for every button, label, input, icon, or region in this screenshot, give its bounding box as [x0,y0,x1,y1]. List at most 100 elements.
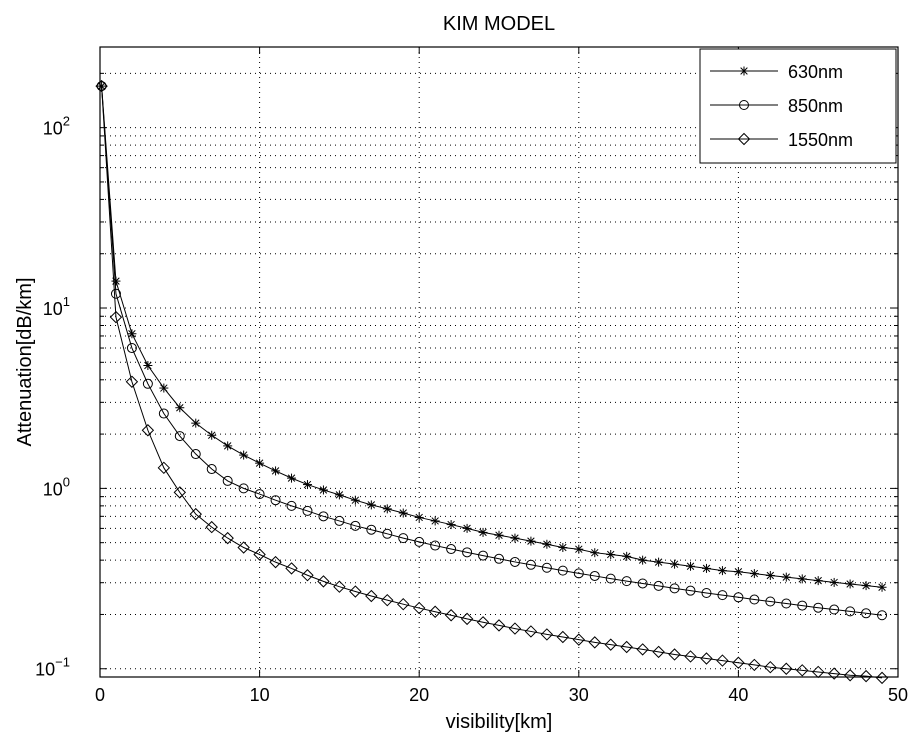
star-marker-stroke [862,581,870,590]
data-point-1550nm [173,486,187,499]
data-point-850nm [589,570,600,581]
star-marker-stroke [670,560,679,568]
data-point-630nm [191,418,201,428]
star-marker-stroke [319,486,328,494]
star-marker-stroke [495,531,503,539]
star-marker-stroke [271,467,280,475]
data-point-630nm [686,561,696,571]
data-point-850nm [669,583,680,594]
y-tick-base: 10 [43,299,63,319]
star-marker-stroke [702,564,711,573]
star-marker-stroke [686,562,695,570]
data-point-850nm [717,590,728,601]
data-point-630nm [239,450,249,460]
data-point-1550nm [524,625,538,638]
data-point-630nm [829,577,839,587]
data-point-1550nm [540,628,554,641]
data-point-850nm [573,568,584,579]
star-marker-stroke [814,576,822,585]
data-point-850nm [637,578,648,589]
data-point-630nm [654,557,664,567]
data-point-850nm [334,515,345,526]
data-point-850nm [797,600,808,611]
y-tick-base: 10 [43,119,63,139]
data-point-850nm [318,511,329,522]
chart-title: KIM MODEL [443,13,555,35]
star-marker-stroke [782,573,791,581]
star-marker-stroke [734,568,743,576]
star-marker-stroke [543,540,551,548]
data-point-630nm [877,582,887,592]
data-point-1550nm [652,645,665,659]
legend-marker-630nm [739,66,749,76]
star-marker-stroke [367,501,376,509]
data-point-630nm [701,563,711,573]
data-point-1550nm [189,507,202,521]
data-point-850nm [350,520,361,531]
star-marker-stroke [287,474,296,482]
star-marker-stroke [638,556,647,564]
data-point-1550nm [764,660,777,674]
y-tick-label: 102 [43,114,70,139]
data-point-1550nm [109,310,123,324]
star-marker-stroke [97,82,106,90]
star-marker-stroke [255,459,264,467]
data-point-850nm [525,559,536,570]
data-point-1550nm [700,652,713,665]
star-marker-stroke [415,513,423,522]
y-tick-exponent: −1 [55,655,70,670]
data-point-850nm [765,596,776,607]
star-marker-stroke [750,569,759,578]
x-tick-label: 30 [569,685,589,705]
legend-label: 1550nm [788,130,853,150]
star-marker-stroke [223,442,232,450]
data-point-1550nm [588,636,601,649]
star-marker-stroke [527,537,535,545]
data-point-1550nm [811,665,825,679]
data-point-630nm [462,523,472,533]
data-point-850nm [829,604,840,615]
star-marker-stroke [591,548,599,557]
star-marker-stroke [128,330,136,338]
data-point-850nm [158,408,169,419]
y-tick-label: 10−1 [35,655,70,680]
data-point-1550nm [636,643,649,656]
data-point-1550nm [476,616,490,629]
star-marker-stroke [559,543,567,552]
star-marker-stroke [192,419,200,427]
data-point-1550nm [365,589,378,603]
star-marker-stroke [479,528,487,537]
star-marker-stroke [654,558,663,566]
data-point-630nm [590,548,600,558]
data-point-630nm [542,539,552,549]
data-point-1550nm [221,531,234,545]
data-point-1550nm [604,638,617,651]
data-point-630nm [622,551,632,561]
star-marker-stroke [798,575,806,583]
data-point-850nm [174,431,185,442]
data-point-1550nm [732,656,745,669]
star-marker-stroke [740,67,748,75]
data-point-850nm [302,505,313,516]
data-point-1550nm [508,622,522,635]
star-marker-stroke [207,431,216,439]
data-point-850nm [509,556,520,567]
series-line-850nm [101,86,883,616]
x-tick-label: 10 [250,685,270,705]
data-point-630nm [350,495,360,505]
data-point-1550nm [253,548,266,561]
star-marker-stroke [447,520,455,529]
data-point-1550nm [141,424,155,437]
data-point-850nm [126,343,137,354]
x-tick-label: 40 [728,685,748,705]
data-point-850nm [494,553,504,564]
data-point-630nm [255,458,265,468]
data-point-1550nm [317,575,330,588]
star-marker-stroke [511,534,519,542]
data-point-1550nm [492,619,506,632]
data-point-1550nm [349,585,362,598]
data-point-1550nm [125,375,139,388]
data-point-630nm [271,466,281,476]
